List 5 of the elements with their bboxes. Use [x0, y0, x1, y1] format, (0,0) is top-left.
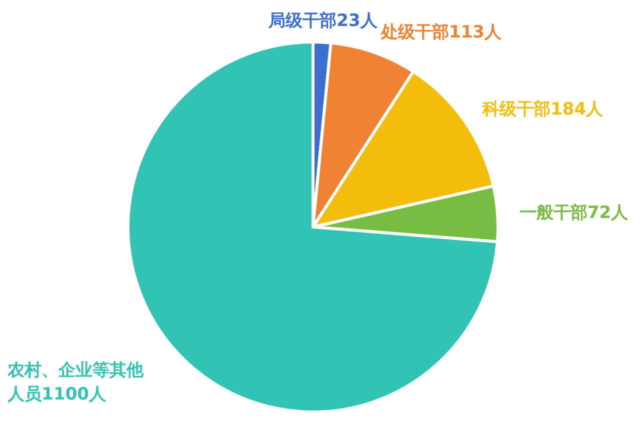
pie-slice	[126, 40, 499, 414]
slice-label: 科级干部184人	[482, 99, 604, 120]
slice-label: 处级干部113人	[380, 22, 502, 42]
slice-label: 局级干部23人	[268, 11, 378, 32]
slice-label: 一般干部72人	[519, 203, 630, 224]
